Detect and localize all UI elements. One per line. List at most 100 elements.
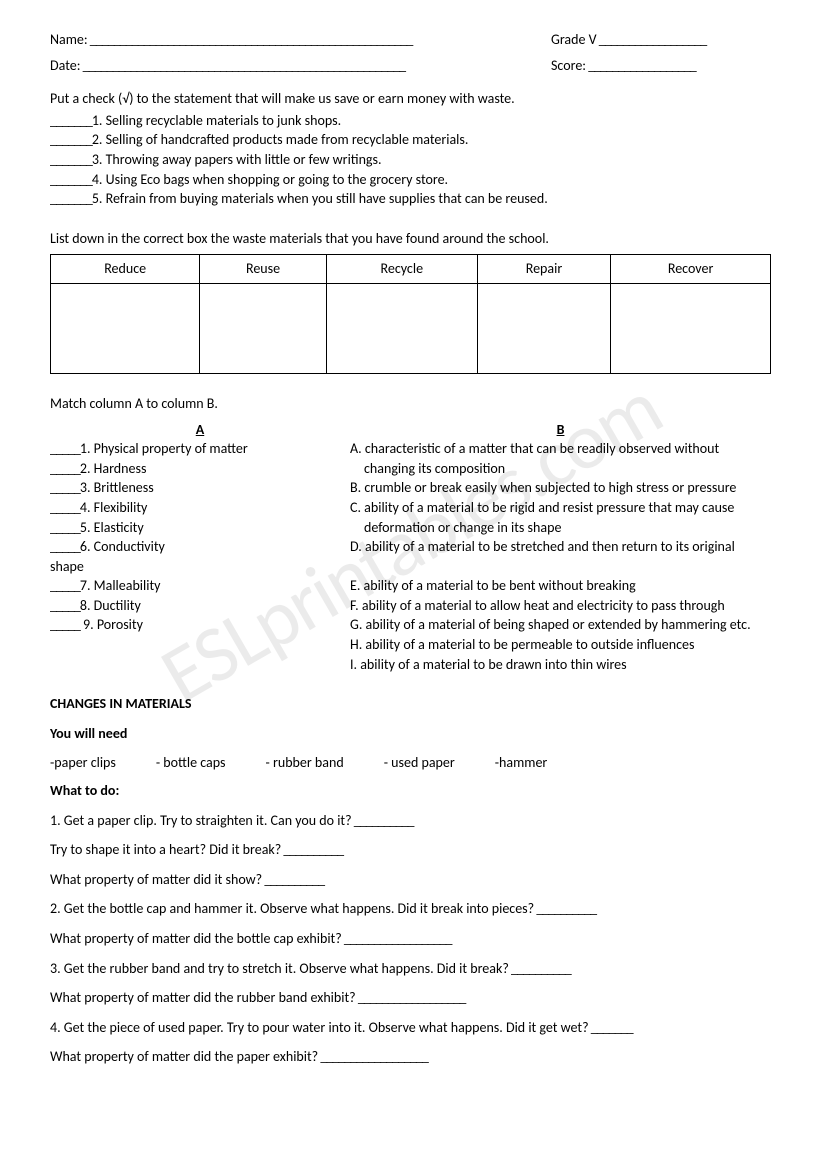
mat-4: - used paper <box>384 753 455 773</box>
score-blank[interactable] <box>586 57 696 74</box>
match-a-text-4: 4. Flexibility <box>80 499 148 516</box>
name-blank[interactable] <box>88 31 413 48</box>
q2b: What property of matter did the bottle c… <box>50 930 342 947</box>
part1: Put a check (√) to the statement that wi… <box>50 89 771 209</box>
match-b-4: C. ability of a material to be rigid and… <box>350 498 771 518</box>
match-a-1[interactable]: 1. Physical property of matter <box>50 439 350 459</box>
part1-item-2[interactable]: 2. Selling of handcrafted products made … <box>50 130 771 150</box>
cell-recycle[interactable] <box>326 283 477 373</box>
q1a: 1. Get a paper clip. Try to straighten i… <box>50 812 352 829</box>
match-a-8[interactable]: 8. Ductility <box>50 596 350 616</box>
header-row-1: Name: Grade V <box>50 30 771 50</box>
q3a-blank[interactable] <box>509 960 571 977</box>
grade-blank[interactable] <box>597 31 707 48</box>
match-b-3: B. crumble or break easily when subjecte… <box>350 478 771 498</box>
q4a: 4. Get the piece of used paper. Try to p… <box>50 1019 589 1036</box>
match-a-text-3: 3. Brittleness <box>80 479 154 496</box>
name-label: Name: <box>50 31 88 48</box>
cell-recover[interactable] <box>611 283 771 373</box>
th-reuse: Reuse <box>200 255 326 284</box>
match-a-4[interactable]: 4. Flexibility <box>50 498 350 518</box>
mat-5: -hammer <box>495 753 548 773</box>
todo-label: What to do: <box>50 781 771 801</box>
part1-text-5: 5. Refrain from buying materials when yo… <box>92 190 548 207</box>
part2: List down in the correct box the waste m… <box>50 229 771 374</box>
mat-1: -paper clips <box>50 753 116 773</box>
part1-item-3[interactable]: 3. Throwing away papers with little or f… <box>50 150 771 170</box>
part1-instruction: Put a check (√) to the statement that wi… <box>50 89 771 109</box>
q3b-blank[interactable] <box>356 989 466 1006</box>
match-a-9[interactable]: 9. Porosity <box>50 615 350 635</box>
date-label: Date: <box>50 57 80 74</box>
q1c-blank[interactable] <box>262 871 324 888</box>
table-header-row: Reduce Reuse Recycle Repair Recover <box>51 255 771 284</box>
th-recover: Recover <box>611 255 771 284</box>
match-a-3[interactable]: 3. Brittleness <box>50 478 350 498</box>
five-r-table: Reduce Reuse Recycle Repair Recover <box>50 254 771 374</box>
match-b-2: changing its composition <box>350 459 771 479</box>
part2-instruction: List down in the correct box the waste m… <box>50 229 771 249</box>
q3b: What property of matter did the rubber b… <box>50 989 356 1006</box>
match-b-6: D. ability of a material to be stretched… <box>350 537 771 557</box>
th-recycle: Recycle <box>326 255 477 284</box>
score-label: Score: <box>551 57 586 74</box>
match-a-11 <box>50 655 350 675</box>
match-b-10: H. ability of a material to be permeable… <box>350 635 771 655</box>
q3a: 3. Get the rubber band and try to stretc… <box>50 960 509 977</box>
q2a: 2. Get the bottle cap and hammer it. Obs… <box>50 900 534 917</box>
q1c: What property of matter did it show? <box>50 871 262 888</box>
match-b-8: F. ability of a material to allow heat a… <box>350 596 771 616</box>
match-a-text-5: 5. Elasticity <box>80 519 144 536</box>
match-a-text-7: 7. Malleability <box>80 577 161 594</box>
match-a-text-8: 8. Ductility <box>80 597 141 614</box>
mat-2: - bottle caps <box>156 753 226 773</box>
table-body-row <box>51 283 771 373</box>
part3-instruction: Match column A to column B. <box>50 394 771 414</box>
grade-label: Grade V <box>551 31 597 48</box>
part1-item-4[interactable]: 4. Using Eco bags when shopping or going… <box>50 170 771 190</box>
th-repair: Repair <box>477 255 610 284</box>
need-label: You will need <box>50 724 771 744</box>
cell-reuse[interactable] <box>200 283 326 373</box>
match-a-2[interactable]: 2. Hardness <box>50 459 350 479</box>
part1-item-5[interactable]: 5. Refrain from buying materials when yo… <box>50 189 771 209</box>
q2a-blank[interactable] <box>534 900 596 917</box>
materials-list: -paper clips - bottle caps - rubber band… <box>50 753 771 773</box>
th-reduce: Reduce <box>51 255 200 284</box>
part1-text-4: 4. Using Eco bags when shopping or going… <box>92 171 448 188</box>
match-a-text-1: 1. Physical property of matter <box>80 440 248 457</box>
date-blank[interactable] <box>80 57 405 74</box>
match-a-text-2: 2. Hardness <box>80 460 147 477</box>
match-a-6[interactable]: 6. Conductivity <box>50 537 350 557</box>
match-a-5[interactable]: 5. Elasticity <box>50 518 350 538</box>
mat-3: - rubber band <box>266 753 344 773</box>
match-b-1: A. characteristic of a matter that can b… <box>350 439 771 459</box>
shape-overflow: shape <box>50 557 771 577</box>
match-a-10 <box>50 635 350 655</box>
part4: CHANGES IN MATERIALS You will need -pape… <box>50 694 771 1067</box>
match-header: A B <box>50 420 771 440</box>
part1-text-3: 3. Throwing away papers with little or f… <box>92 151 382 168</box>
match-b-11: I. ability of a material to be drawn int… <box>350 655 771 675</box>
match-b-7: E. ability of a material to be bent with… <box>350 576 771 596</box>
match-b-5: deformation or change in its shape <box>350 518 771 538</box>
part1-text-1: 1. Selling recyclable materials to junk … <box>92 112 341 129</box>
match-a-7[interactable]: 7. Malleability <box>50 576 350 596</box>
cell-reduce[interactable] <box>51 283 200 373</box>
cell-repair[interactable] <box>477 283 610 373</box>
q4a-blank[interactable] <box>589 1019 633 1036</box>
part1-text-2: 2. Selling of handcrafted products made … <box>92 131 469 148</box>
q1a-blank[interactable] <box>352 812 414 829</box>
match-a-text-9: 9. Porosity <box>80 616 143 633</box>
match-b-9: G. ability of a material of being shaped… <box>350 615 771 635</box>
q4b-blank[interactable] <box>318 1048 428 1065</box>
header-row-2: Date: Score: <box>50 56 771 76</box>
worksheet-content: Name: Grade V Date: Score: Put a check (… <box>50 30 771 1067</box>
col-a-head: A <box>50 420 350 440</box>
q1b-blank[interactable] <box>281 841 343 858</box>
part1-item-1[interactable]: 1. Selling recyclable materials to junk … <box>50 111 771 131</box>
q1b: Try to shape it into a heart? Did it bre… <box>50 841 281 858</box>
q2b-blank[interactable] <box>342 930 452 947</box>
q4b: What property of matter did the paper ex… <box>50 1048 318 1065</box>
part3: Match column A to column B. A B 1. Physi… <box>50 394 771 674</box>
